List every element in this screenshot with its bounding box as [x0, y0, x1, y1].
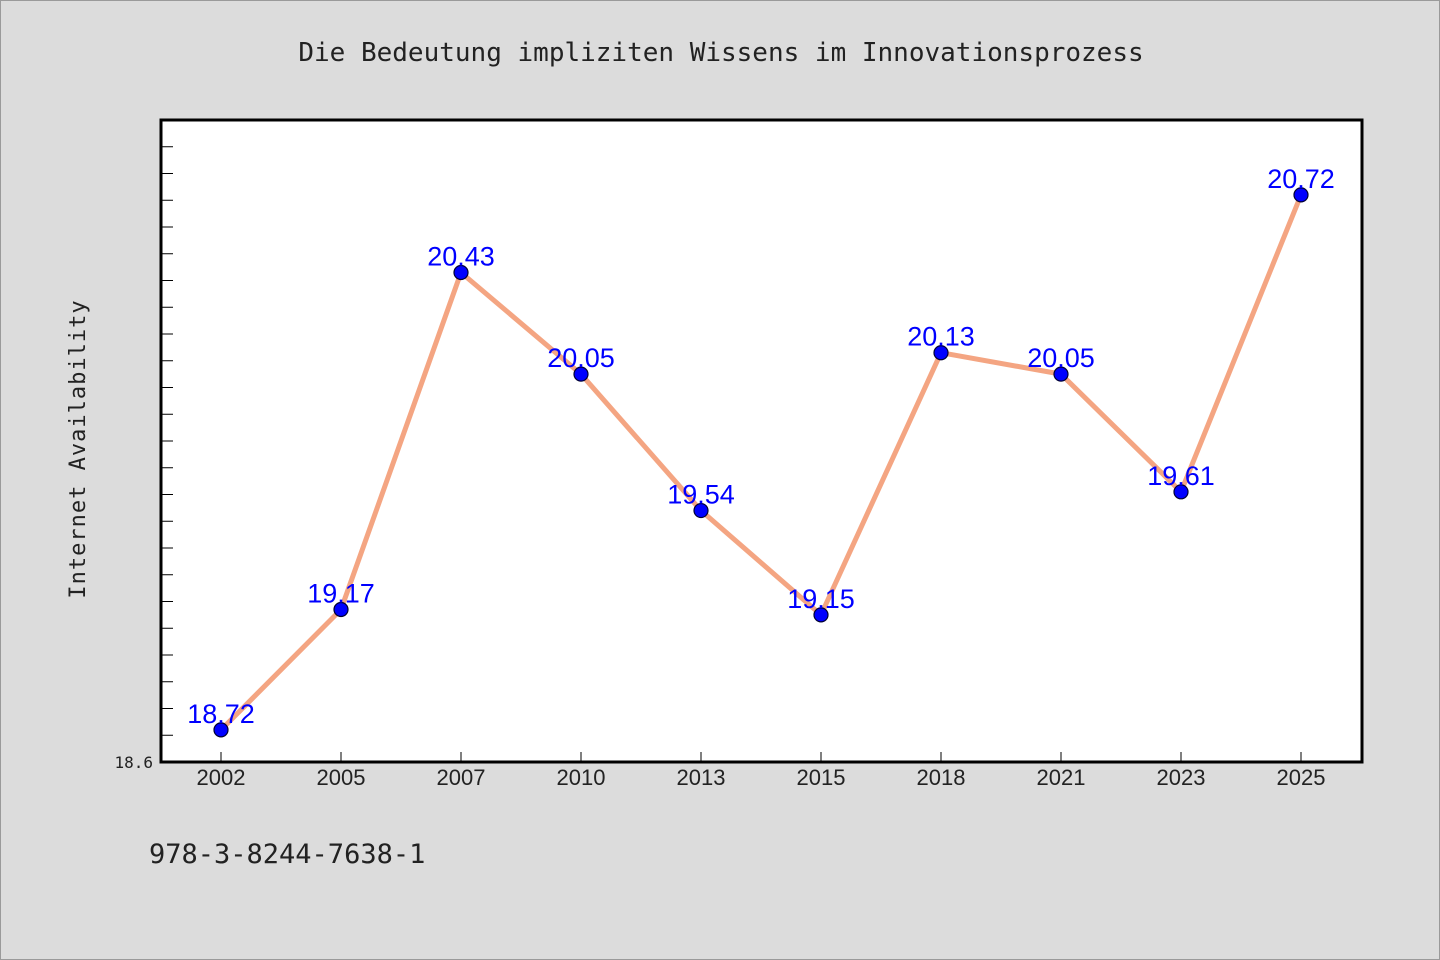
data-value-label: 18.72: [187, 699, 255, 729]
series-line: [218, 192, 1304, 733]
data-point-marker: [1173, 484, 1189, 500]
data-point-marker: [813, 607, 829, 623]
y-axis-ticks: 18.6: [114, 146, 173, 772]
data-point-marker: [453, 264, 469, 281]
x-tick-label: 2010: [557, 765, 606, 790]
x-tick-label: 2013: [677, 765, 726, 790]
data-point-marker: [333, 601, 349, 618]
x-tick-label: 2023: [1157, 765, 1206, 790]
x-tick-label: 2007: [437, 765, 486, 790]
data-value-label: 19.15: [787, 584, 855, 614]
data-labels: 18.72 19.17 20.43 20.05 19.54 19.15 20.13 20.05…: [187, 164, 1335, 729]
y-axis-label: Internet Availability: [66, 299, 91, 598]
chart-title: Die Bedeutung impliziten Wissens im Inno…: [298, 38, 1143, 68]
data-value-label: 20.05: [547, 343, 615, 373]
data-value-label: 20.13: [907, 322, 975, 352]
series-line-group: [218, 192, 1304, 733]
data-value-label: 19.54: [667, 480, 735, 510]
data-value-label: 19.61: [1147, 461, 1215, 491]
x-tick-label: 2018: [917, 765, 966, 790]
data-point-marker: [573, 366, 589, 382]
plot-area: [159, 118, 1364, 764]
data-point-marker: [213, 722, 229, 738]
x-tick-label: 2005: [317, 765, 366, 790]
data-value-label: 20.43: [427, 241, 495, 271]
data-value-label: 20.05: [1027, 343, 1095, 373]
data-markers: [213, 187, 1309, 738]
x-tick-label: 2025: [1277, 765, 1326, 790]
x-tick-label: 2015: [797, 765, 846, 790]
isbn-footer: 978-3-8244-7638-1: [149, 839, 425, 870]
x-axis-ticks: 2002 2005 2007 2010 2013 2015 2018 2021 2023 2025: [197, 752, 1326, 790]
x-tick-label: 2021: [1037, 765, 1086, 790]
data-point-marker: [933, 345, 949, 361]
data-value-label: 19.17: [307, 579, 375, 609]
data-value-label: 20.72: [1267, 164, 1335, 194]
data-point-marker: [1293, 187, 1309, 203]
y-tick-label: 18.6: [114, 753, 153, 772]
data-point-marker: [693, 502, 709, 519]
x-tick-label: 2002: [197, 765, 246, 790]
data-point-marker: [1053, 366, 1069, 382]
